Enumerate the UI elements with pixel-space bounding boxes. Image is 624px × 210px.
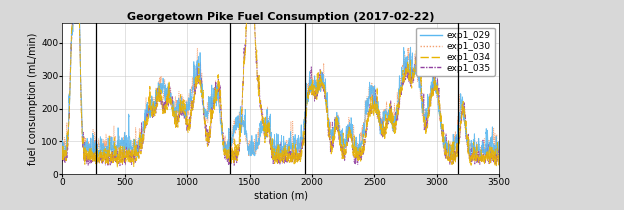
exp1_029 <box>270 159 278 161</box>
Title: Georgetown Pike Fuel Consumption (2017-02-22): Georgetown Pike Fuel Consumption (2017-0… <box>127 12 434 22</box>
exp1_030 <box>265 126 272 128</box>
exp1_030 <box>217 117 224 119</box>
exp1_029 <box>265 130 272 132</box>
exp1_030 <box>318 81 325 84</box>
exp1_034 <box>495 160 503 162</box>
exp1_034 <box>265 130 273 133</box>
exp1_029 <box>462 128 469 130</box>
exp1_029 <box>59 155 66 157</box>
exp1_034 <box>336 140 344 143</box>
exp1_034 <box>114 166 121 169</box>
Y-axis label: fuel consumption (mL/min): fuel consumption (mL/min) <box>28 33 38 165</box>
exp1_029 <box>217 123 224 125</box>
Legend: exp1_029, exp1_030, exp1_034, exp1_035: exp1_029, exp1_030, exp1_034, exp1_035 <box>416 28 495 76</box>
Line: exp1_034: exp1_034 <box>62 0 499 167</box>
Line: exp1_030: exp1_030 <box>62 0 499 164</box>
exp1_034 <box>462 125 469 128</box>
exp1_030 <box>462 125 469 128</box>
exp1_029 <box>318 71 326 73</box>
exp1_035 <box>462 113 469 116</box>
exp1_035 <box>150 116 157 118</box>
Line: exp1_035: exp1_035 <box>62 0 499 166</box>
exp1_035 <box>318 83 325 85</box>
exp1_030 <box>495 154 503 156</box>
X-axis label: station (m): station (m) <box>254 190 308 200</box>
exp1_029 <box>336 138 344 140</box>
exp1_030 <box>59 163 66 166</box>
exp1_034 <box>59 159 66 161</box>
exp1_034 <box>150 109 157 112</box>
exp1_030 <box>336 126 344 129</box>
exp1_034 <box>217 88 224 91</box>
exp1_035 <box>495 165 503 167</box>
exp1_035 <box>59 160 66 163</box>
Line: exp1_029: exp1_029 <box>62 0 499 160</box>
exp1_035 <box>217 102 224 105</box>
exp1_035 <box>265 126 272 129</box>
exp1_034 <box>318 84 326 87</box>
exp1_029 <box>495 148 503 151</box>
exp1_035 <box>336 138 344 140</box>
exp1_030 <box>150 102 157 105</box>
exp1_029 <box>150 106 157 109</box>
